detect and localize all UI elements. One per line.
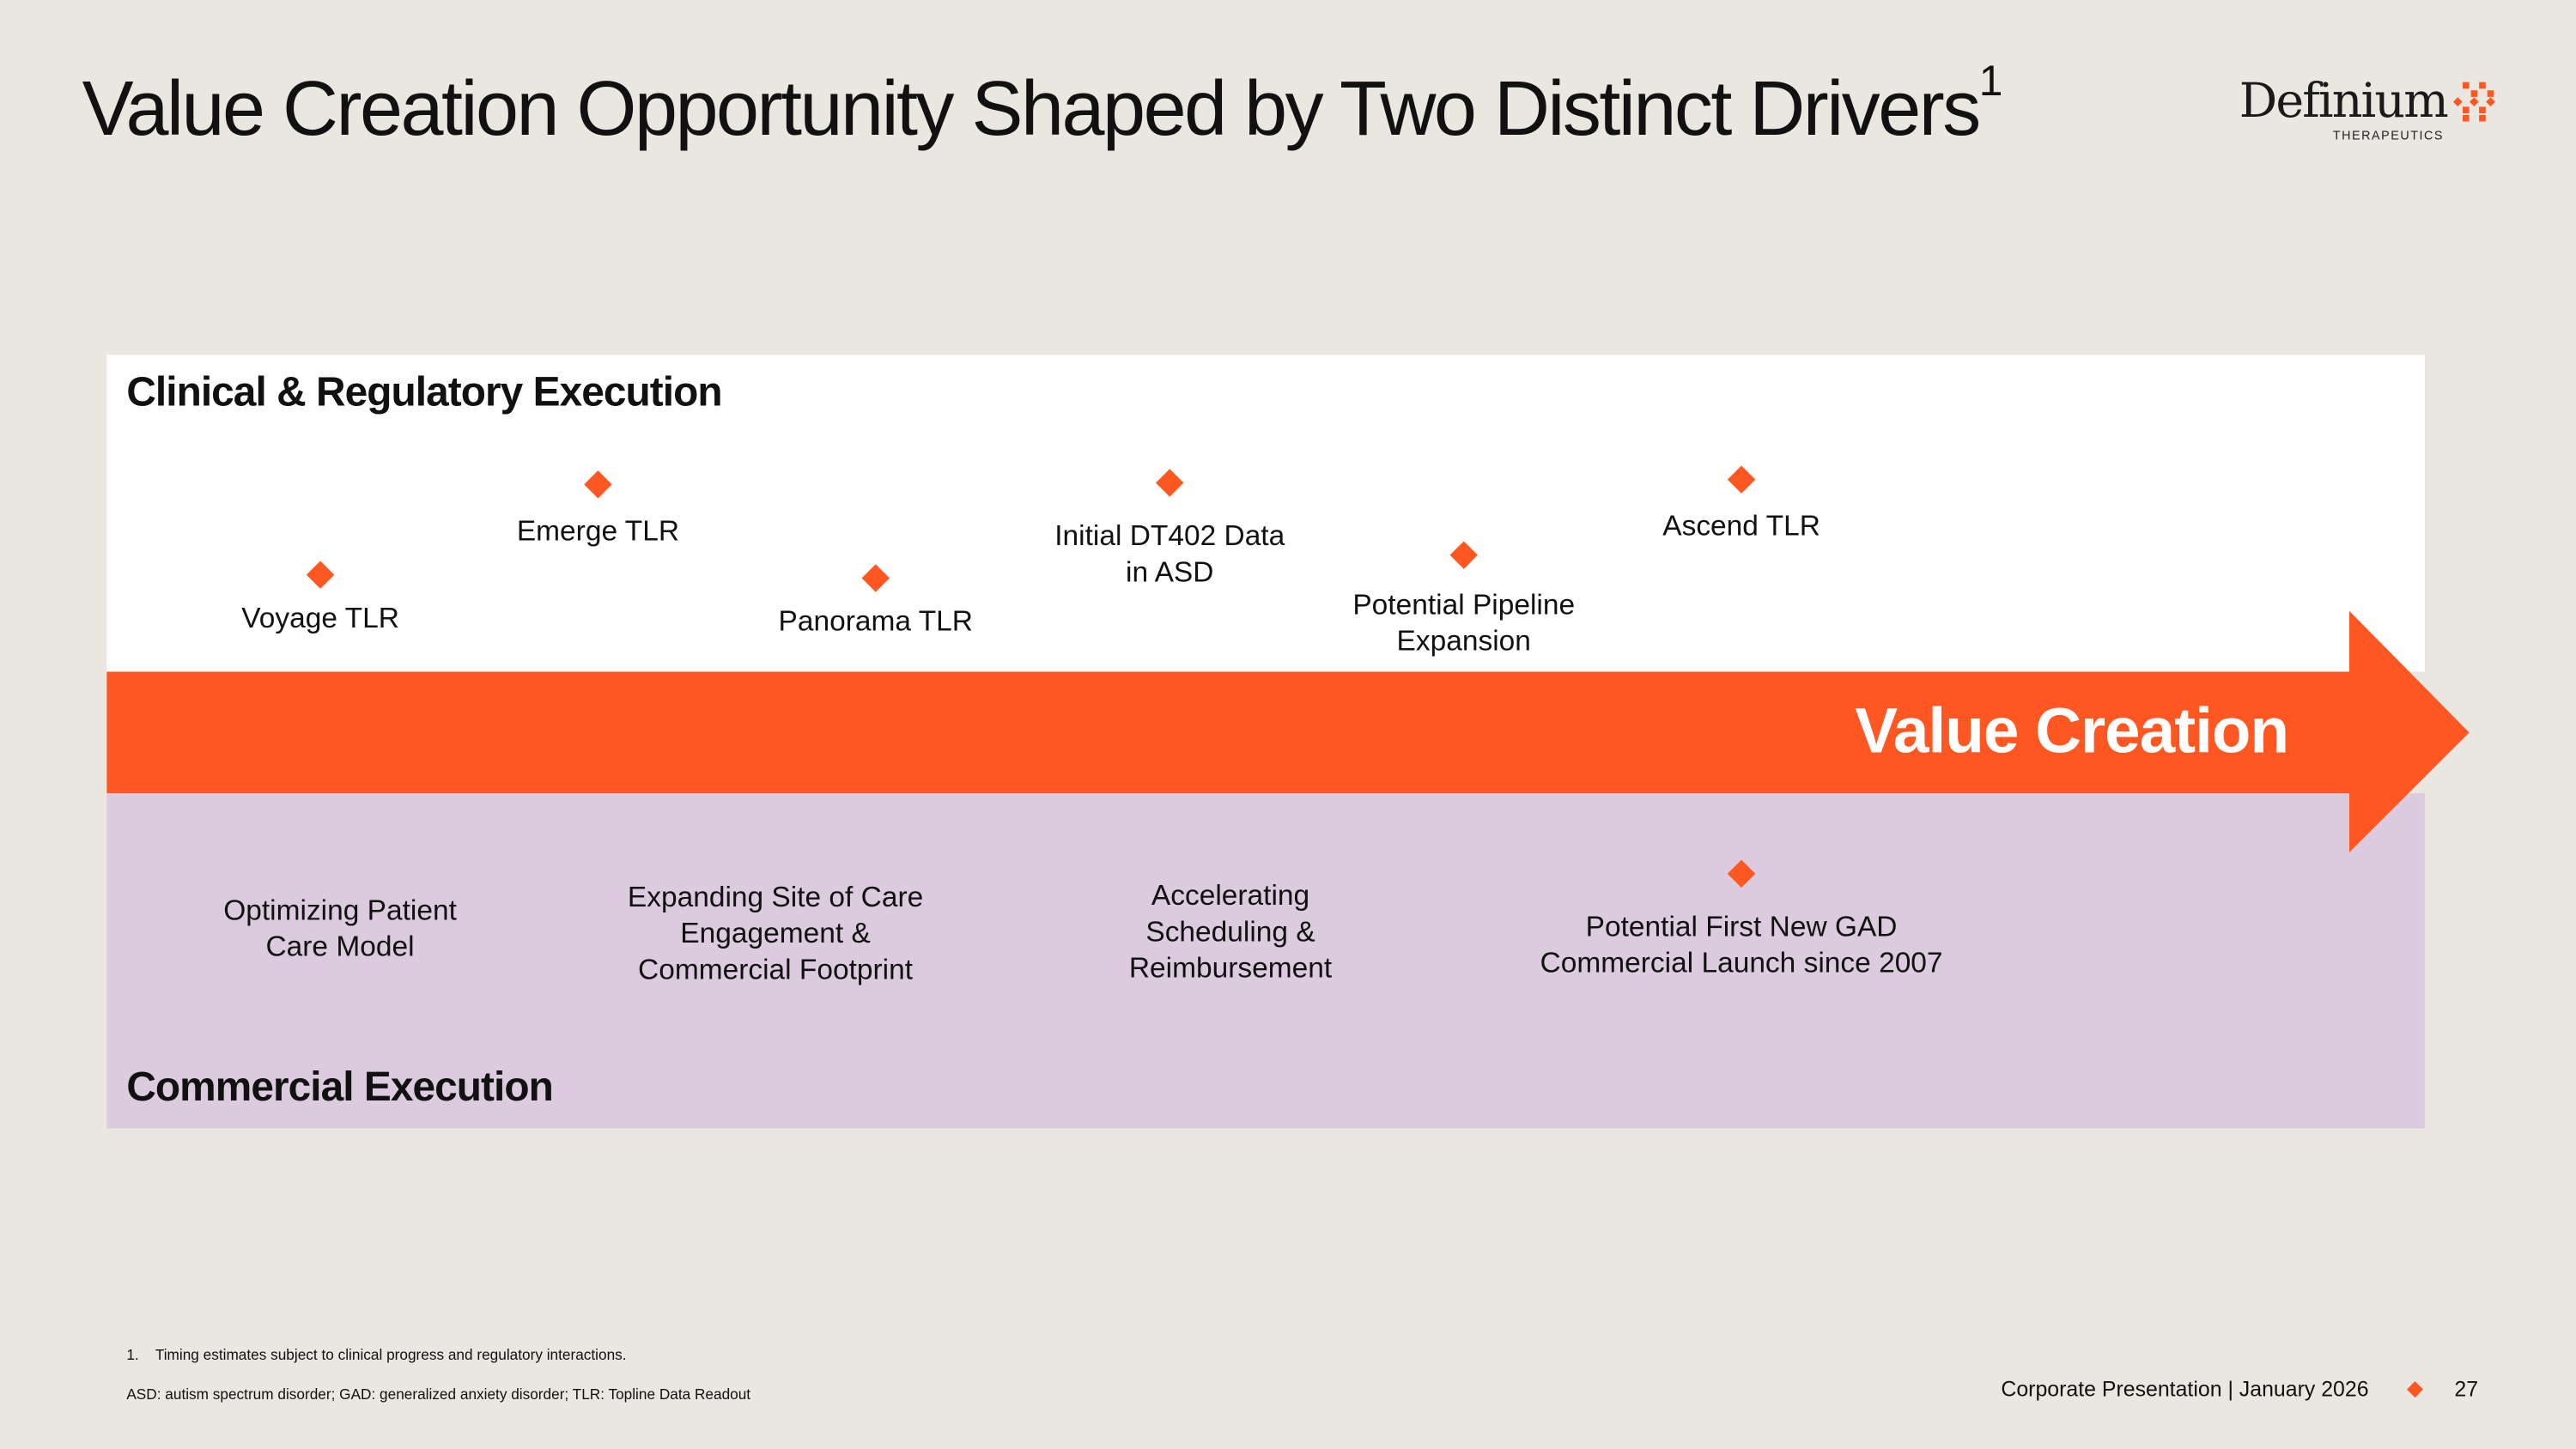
milestone-panorama: Panorama TLR [779, 603, 973, 639]
logo-dots-icon [2452, 82, 2497, 125]
arrow-shape [106, 610, 2470, 852]
commercial-item-label: Commercial Footprint [638, 952, 914, 985]
commercial-item-label: Engagement & [680, 916, 871, 949]
title-footnote-ref: 1 [1978, 56, 2003, 106]
milestone-pipeline: Potential Pipeline Expansion [1352, 586, 1575, 658]
milestone-label: Potential Pipeline [1352, 587, 1576, 621]
page-number: 27 [2454, 1376, 2479, 1402]
value-creation-label: Value Creation [1855, 696, 2289, 767]
commercial-item-scheduling: Accelerating Scheduling & Reimbursement [1129, 877, 1332, 985]
milestone-voyage: Voyage TLR [241, 599, 399, 635]
commercial-item-label: Care Model [265, 929, 415, 963]
commercial-item-site-of-care: Expanding Site of Care Engagement & Commer… [628, 879, 923, 987]
commercial-item-label: Expanding Site of Care [627, 880, 924, 913]
company-logo: Definium [2239, 72, 2449, 129]
company-logo-subtitle: THERAPEUTICS [2332, 128, 2445, 143]
abbreviations-note: ASD: autism spectrum disorder; GAD: gene… [126, 1385, 751, 1403]
title-text: Value Creation Opportunity Shaped by Two… [82, 64, 1982, 152]
commercial-item-gad-launch: Potential First New GAD Commercial Launch… [1540, 908, 1943, 980]
footnote-number: 1. [126, 1346, 139, 1364]
commercial-item-label: Scheduling & [1145, 914, 1315, 948]
milestone-label: Initial DT402 Data [1054, 518, 1285, 552]
commercial-item-label: Reimbursement [1128, 950, 1333, 985]
slide-title: Value Creation Opportunity Shaped by Two… [82, 56, 2003, 153]
footnote-1: 1. Timing estimates subject to clinical p… [126, 1347, 626, 1363]
clinical-heading: Clinical & Regulatory Execution [126, 369, 722, 416]
footer-presentation: Corporate Presentation | January 2026 [2001, 1376, 2369, 1402]
milestone-label: in ASD [1126, 555, 1214, 588]
milestone-emerge: Emerge TLR [517, 512, 679, 549]
milestone-label: Voyage TLR [241, 601, 399, 634]
milestone-ascend: Ascend TLR [1662, 507, 1820, 543]
milestone-label: Expansion [1396, 624, 1531, 658]
footnote-text: Timing estimates subject to clinical pro… [155, 1346, 627, 1364]
commercial-heading: Commercial Execution [126, 1064, 554, 1111]
commercial-item-label: Potential First New GAD [1585, 909, 1898, 943]
milestone-label: Panorama TLR [778, 604, 973, 638]
commercial-item-label: Commercial Launch since 2007 [1540, 946, 1943, 979]
milestone-label: Emerge TLR [516, 513, 680, 548]
milestone-dt402: Initial DT402 Data in ASD [1054, 518, 1285, 590]
commercial-item-label: Accelerating [1151, 878, 1310, 912]
clinical-panel [106, 355, 2425, 672]
commercial-item-patient-care: Optimizing Patient Care Model [223, 892, 457, 964]
milestone-label: Ascend TLR [1662, 509, 1820, 543]
commercial-panel [106, 793, 2425, 1129]
commercial-item-label: Optimizing Patient [223, 893, 457, 927]
